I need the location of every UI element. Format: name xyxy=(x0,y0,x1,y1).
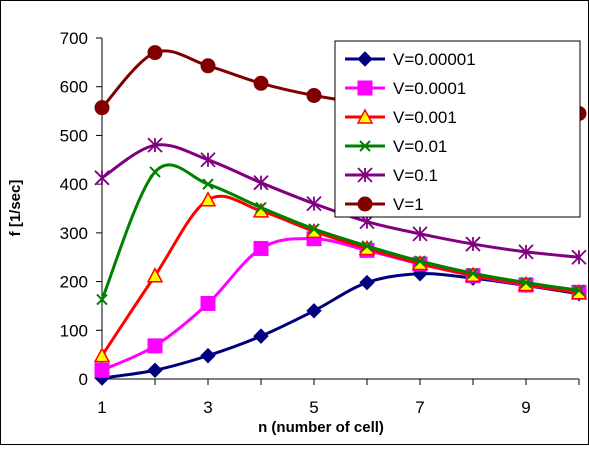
x-tick-label: 3 xyxy=(203,398,212,417)
series-line xyxy=(101,237,580,372)
data-point-marker xyxy=(147,45,163,61)
legend-item: V=0.1 xyxy=(345,166,438,185)
legend-swatch-marker xyxy=(357,80,373,96)
data-point-marker xyxy=(308,223,320,235)
data-point-marker xyxy=(414,255,426,267)
data-point-marker xyxy=(149,166,161,178)
legend-item: V=0.01 xyxy=(345,137,447,156)
data-point-marker xyxy=(93,347,111,363)
legend-item: V=0.00001 xyxy=(345,50,476,69)
legend-label: V=0.001 xyxy=(393,108,457,127)
legend-swatch-marker xyxy=(359,140,371,152)
series-line xyxy=(100,194,580,357)
legend-label: V=0.1 xyxy=(393,166,438,185)
x-axis-title: n (number of cell) xyxy=(258,419,384,436)
data-point-marker xyxy=(306,87,322,103)
data-point-marker xyxy=(253,75,269,91)
data-point-marker xyxy=(96,293,108,306)
data-point-marker xyxy=(200,152,216,168)
data-point-marker xyxy=(570,284,588,300)
y-axis-title: f [1/sec] xyxy=(7,180,24,237)
axes xyxy=(101,38,579,380)
data-point-marker xyxy=(361,240,373,252)
y-tick-label: 500 xyxy=(60,126,88,145)
series-3 xyxy=(96,163,585,306)
data-point-marker xyxy=(146,267,164,283)
data-point-marker xyxy=(571,249,587,265)
x-tick-label: 1 xyxy=(97,398,106,417)
legend-label: V=0.0001 xyxy=(393,79,466,98)
data-point-marker xyxy=(94,100,110,116)
data-point-marker xyxy=(253,175,269,191)
legend-swatch-marker xyxy=(357,196,373,212)
data-point-marker xyxy=(147,362,163,378)
data-point-marker xyxy=(253,240,269,256)
series-0 xyxy=(94,266,587,386)
legend-swatch-marker xyxy=(357,51,373,67)
data-point-marker xyxy=(518,244,534,260)
legend-item: V=0.001 xyxy=(345,108,457,127)
x-tick-label: 9 xyxy=(521,398,530,417)
y-tick-label: 700 xyxy=(60,29,88,48)
legend-swatch-marker xyxy=(356,108,374,124)
legend-label: V=1 xyxy=(393,195,424,214)
series-line xyxy=(101,272,580,380)
series-group xyxy=(93,45,588,386)
data-point-marker xyxy=(412,226,428,242)
legend-label: V=0.00001 xyxy=(393,50,476,69)
data-point-marker xyxy=(306,303,322,319)
legend-box xyxy=(334,40,581,218)
data-point-marker xyxy=(94,362,110,378)
data-point-marker xyxy=(465,236,481,252)
legend: V=0.00001 V=0.0001 V=0.001 V=0.01 V=0.1 V=1 xyxy=(334,40,581,218)
legend-swatch-marker xyxy=(357,167,373,183)
x-tick-label: 5 xyxy=(309,398,318,417)
data-point-marker xyxy=(467,267,479,279)
y-tick-label: 200 xyxy=(60,273,88,292)
legend-label: V=0.01 xyxy=(393,137,447,156)
data-point-marker xyxy=(359,274,375,291)
data-point-marker xyxy=(147,137,163,153)
data-point-marker xyxy=(200,347,216,364)
y-tick-label: 300 xyxy=(60,224,88,243)
legend-item: V=0.0001 xyxy=(345,79,466,98)
legend-item: V=1 xyxy=(345,195,424,214)
data-point-marker xyxy=(200,295,216,311)
data-point-marker xyxy=(253,328,269,344)
y-tick-label: 600 xyxy=(60,78,88,97)
data-point-marker xyxy=(200,58,216,74)
y-tick-label: 400 xyxy=(60,175,88,194)
data-point-marker xyxy=(255,201,267,214)
data-point-marker xyxy=(306,195,322,212)
data-point-marker xyxy=(199,191,217,207)
y-tick-label: 0 xyxy=(79,370,88,389)
y-tick-label: 100 xyxy=(60,321,88,340)
data-point-marker xyxy=(520,276,532,289)
data-point-marker xyxy=(94,170,110,186)
data-point-marker xyxy=(202,178,214,190)
data-point-marker xyxy=(573,284,585,297)
data-point-marker xyxy=(147,338,163,354)
x-tick-label: 7 xyxy=(415,398,424,417)
